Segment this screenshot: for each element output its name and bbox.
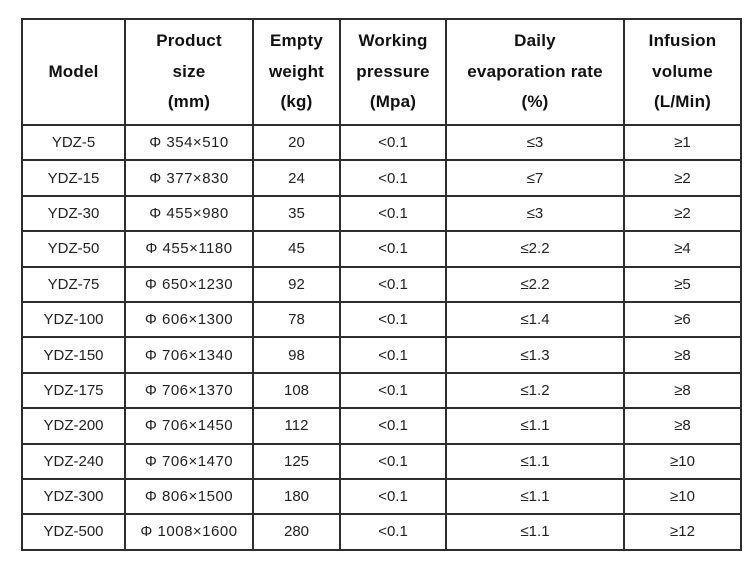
cell-daily-evaporation-rate: ≤1.1	[445, 407, 625, 445]
table-row-ydz-150: YDZ-150 Φ 706×1340 98 <0.1 ≤1.3 ≥8	[21, 336, 742, 374]
cell-model: YDZ-500	[21, 513, 126, 551]
cell-daily-evaporation-rate: ≤7	[445, 159, 625, 197]
cell-working-pressure: <0.1	[339, 230, 447, 268]
table-row-ydz-15: YDZ-15 Φ 377×830 24 <0.1 ≤7 ≥2	[21, 159, 742, 197]
cell-infusion-volume: ≥2	[623, 159, 742, 197]
cell-model: YDZ-100	[21, 300, 126, 339]
cell-working-pressure: <0.1	[339, 371, 447, 410]
cell-empty-weight: 98	[252, 336, 341, 374]
cell-working-pressure: <0.1	[339, 300, 447, 339]
cell-empty-weight: 280	[252, 513, 341, 551]
cell-model: YDZ-50	[21, 230, 126, 268]
cell-working-pressure: <0.1	[339, 442, 447, 480]
cell-daily-evaporation-rate: ≤1.4	[445, 300, 625, 339]
cell-product-size: Φ 606×1300	[124, 300, 254, 339]
cell-infusion-volume: ≥5	[623, 265, 742, 303]
cell-empty-weight: 35	[252, 194, 341, 233]
cell-model: YDZ-30	[21, 194, 126, 233]
cell-daily-evaporation-rate: ≤3	[445, 194, 625, 233]
column-header-working-pressure: Working pressure (Mpa)	[339, 18, 447, 126]
cell-empty-weight: 112	[252, 407, 341, 445]
cell-daily-evaporation-rate: ≤3	[445, 123, 625, 162]
table-row-ydz-200: YDZ-200 Φ 706×1450 112 <0.1 ≤1.1 ≥8	[21, 407, 742, 445]
cell-working-pressure: <0.1	[339, 123, 447, 162]
cell-product-size: Φ 650×1230	[124, 265, 254, 303]
table-row-ydz-240: YDZ-240 Φ 706×1470 125 <0.1 ≤1.1 ≥10	[21, 442, 742, 480]
cell-infusion-volume: ≥12	[623, 513, 742, 551]
cell-daily-evaporation-rate: ≤1.2	[445, 371, 625, 410]
table-body: YDZ-5 Φ 354×510 20 <0.1 ≤3 ≥1 YDZ-15 Φ 3…	[21, 123, 742, 551]
table-row-ydz-75: YDZ-75 Φ 650×1230 92 <0.1 ≤2.2 ≥5	[21, 265, 742, 303]
table-row-ydz-5: YDZ-5 Φ 354×510 20 <0.1 ≤3 ≥1	[21, 123, 742, 162]
cell-model: YDZ-15	[21, 159, 126, 197]
cell-product-size: Φ 806×1500	[124, 477, 254, 516]
cell-product-size: Φ 706×1450	[124, 407, 254, 445]
table-row-ydz-30: YDZ-30 Φ 455×980 35 <0.1 ≤3 ≥2	[21, 194, 742, 233]
table-row-ydz-100: YDZ-100 Φ 606×1300 78 <0.1 ≤1.4 ≥6	[21, 300, 742, 339]
cell-product-size: Φ 706×1470	[124, 442, 254, 480]
cell-working-pressure: <0.1	[339, 477, 447, 516]
cell-infusion-volume: ≥4	[623, 230, 742, 268]
cell-infusion-volume: ≥10	[623, 442, 742, 480]
column-header-product-size: Product size (mm)	[124, 18, 254, 126]
cell-daily-evaporation-rate: ≤2.2	[445, 230, 625, 268]
table-row-ydz-300: YDZ-300 Φ 806×1500 180 <0.1 ≤1.1 ≥10	[21, 477, 742, 516]
table-row-ydz-50: YDZ-50 Φ 455×1180 45 <0.1 ≤2.2 ≥4	[21, 230, 742, 268]
cell-product-size: Φ 706×1370	[124, 371, 254, 410]
table-row-ydz-500: YDZ-500 Φ 1008×1600 280 <0.1 ≤1.1 ≥12	[21, 513, 742, 551]
cell-model: YDZ-150	[21, 336, 126, 374]
cell-empty-weight: 45	[252, 230, 341, 268]
cell-model: YDZ-200	[21, 407, 126, 445]
cell-working-pressure: <0.1	[339, 513, 447, 551]
cell-empty-weight: 108	[252, 371, 341, 410]
cell-infusion-volume: ≥10	[623, 477, 742, 516]
column-header-model: Model	[21, 18, 126, 126]
cell-product-size: Φ 377×830	[124, 159, 254, 197]
cell-model: YDZ-75	[21, 265, 126, 303]
product-spec-table: Model Product size (mm) Empty weight (kg…	[21, 18, 742, 551]
cell-product-size: Φ 354×510	[124, 123, 254, 162]
cell-product-size: Φ 455×980	[124, 194, 254, 233]
cell-empty-weight: 24	[252, 159, 341, 197]
cell-empty-weight: 20	[252, 123, 341, 162]
cell-model: YDZ-300	[21, 477, 126, 516]
cell-empty-weight: 125	[252, 442, 341, 480]
cell-empty-weight: 180	[252, 477, 341, 516]
column-header-empty-weight: Empty weight (kg)	[252, 18, 341, 126]
cell-product-size: Φ 1008×1600	[124, 513, 254, 551]
cell-working-pressure: <0.1	[339, 265, 447, 303]
cell-daily-evaporation-rate: ≤2.2	[445, 265, 625, 303]
cell-daily-evaporation-rate: ≤1.1	[445, 513, 625, 551]
table-row-ydz-175: YDZ-175 Φ 706×1370 108 <0.1 ≤1.2 ≥8	[21, 371, 742, 410]
column-header-daily-evaporation-rate: Daily evaporation rate (%)	[445, 18, 625, 126]
cell-infusion-volume: ≥8	[623, 336, 742, 374]
cell-product-size: Φ 455×1180	[124, 230, 254, 268]
cell-infusion-volume: ≥8	[623, 371, 742, 410]
cell-working-pressure: <0.1	[339, 407, 447, 445]
cell-model: YDZ-5	[21, 123, 126, 162]
cell-infusion-volume: ≥6	[623, 300, 742, 339]
cell-working-pressure: <0.1	[339, 159, 447, 197]
cell-empty-weight: 92	[252, 265, 341, 303]
header-row: Model Product size (mm) Empty weight (kg…	[21, 18, 742, 126]
cell-infusion-volume: ≥1	[623, 123, 742, 162]
cell-working-pressure: <0.1	[339, 194, 447, 233]
cell-infusion-volume: ≥2	[623, 194, 742, 233]
cell-daily-evaporation-rate: ≤1.1	[445, 477, 625, 516]
cell-model: YDZ-175	[21, 371, 126, 410]
cell-working-pressure: <0.1	[339, 336, 447, 374]
cell-empty-weight: 78	[252, 300, 341, 339]
cell-model: YDZ-240	[21, 442, 126, 480]
cell-product-size: Φ 706×1340	[124, 336, 254, 374]
cell-daily-evaporation-rate: ≤1.3	[445, 336, 625, 374]
cell-infusion-volume: ≥8	[623, 407, 742, 445]
column-header-infusion-volume: Infusion volume (L/Min)	[623, 18, 742, 126]
cell-daily-evaporation-rate: ≤1.1	[445, 442, 625, 480]
